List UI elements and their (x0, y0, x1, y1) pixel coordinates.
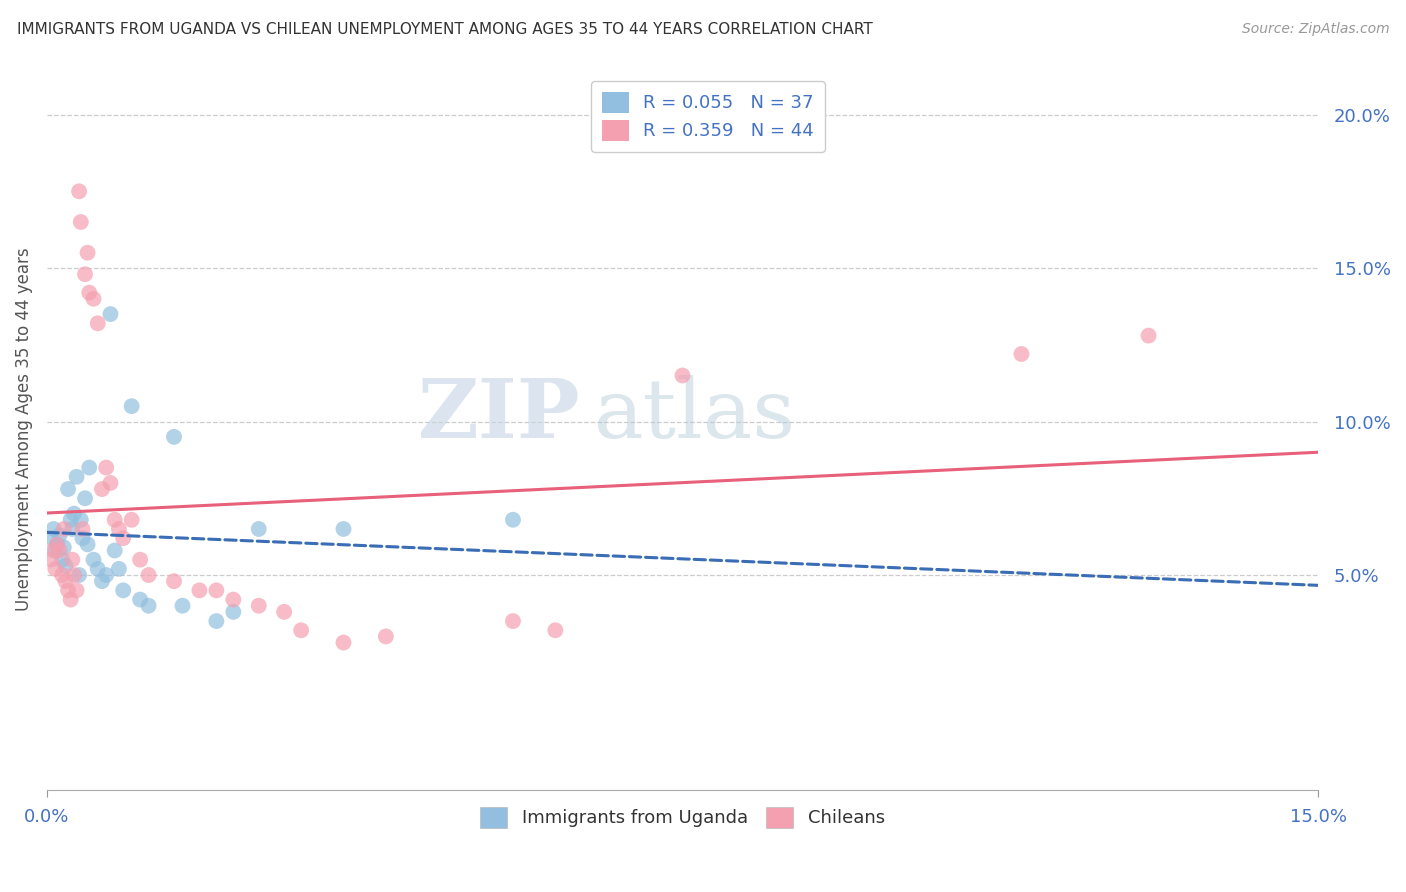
Point (63, 568, 86, 582)
Point (63, 507, 86, 521)
Point (121, 513, 143, 527)
Point (42, 522, 65, 536)
Point (72, 531, 94, 545)
Point (82, 292, 104, 306)
Text: atlas: atlas (593, 375, 796, 455)
Point (46, 537, 69, 551)
Text: ZIP: ZIP (418, 375, 581, 455)
Point (39, 531, 62, 545)
Point (96, 460, 118, 475)
Point (172, 599, 194, 613)
Point (44, 543, 66, 558)
Point (96, 568, 118, 582)
Point (87, 316, 110, 330)
Point (188, 583, 211, 598)
Point (104, 543, 127, 558)
Point (138, 568, 160, 582)
Point (73, 267, 96, 281)
Point (73, 491, 96, 506)
Point (100, 307, 122, 321)
Point (76, 245, 98, 260)
Point (42, 543, 65, 558)
Point (87, 562, 110, 576)
Point (55, 574, 77, 589)
Point (59, 592, 82, 607)
Point (332, 635, 354, 649)
Point (46, 537, 69, 551)
Point (112, 583, 135, 598)
Point (69, 513, 91, 527)
Point (67, 568, 90, 582)
Legend: Immigrants from Uganda, Chileans: Immigrants from Uganda, Chileans (472, 800, 891, 835)
Point (69, 215, 91, 229)
Point (290, 624, 312, 638)
Point (56, 583, 79, 598)
Point (104, 513, 127, 527)
Point (247, 599, 270, 613)
Point (65, 470, 87, 484)
Point (163, 430, 186, 444)
Point (60, 552, 83, 566)
Point (332, 522, 354, 536)
Point (52, 522, 75, 536)
Point (56, 482, 79, 496)
Point (205, 583, 228, 598)
Point (273, 605, 295, 619)
Point (48, 543, 70, 558)
Point (205, 614, 228, 628)
Point (60, 522, 83, 536)
Point (129, 592, 152, 607)
Point (108, 562, 131, 576)
Point (671, 368, 693, 383)
Point (374, 629, 396, 643)
Point (67, 184, 90, 198)
Point (59, 513, 82, 527)
Point (44, 562, 66, 576)
Point (502, 614, 524, 628)
Point (39, 552, 62, 566)
Point (91, 482, 114, 496)
Point (51, 568, 73, 582)
Point (55, 558, 77, 573)
Point (163, 574, 186, 589)
Point (222, 592, 245, 607)
Point (72, 522, 94, 536)
Point (91, 574, 114, 589)
Point (247, 522, 270, 536)
Point (52, 541, 75, 555)
Point (544, 624, 567, 638)
Point (1010, 347, 1032, 361)
Point (138, 599, 160, 613)
Text: Source: ZipAtlas.com: Source: ZipAtlas.com (1241, 22, 1389, 37)
Point (77, 460, 100, 475)
Point (48, 528, 70, 542)
Point (1137, 328, 1160, 343)
Point (77, 285, 100, 300)
Point (222, 605, 245, 619)
Point (65, 583, 87, 598)
Point (121, 399, 143, 413)
Point (100, 475, 122, 490)
Point (108, 522, 131, 536)
Point (129, 552, 152, 566)
Point (112, 531, 135, 545)
Y-axis label: Unemployment Among Ages 35 to 44 years: Unemployment Among Ages 35 to 44 years (15, 247, 32, 611)
Point (51, 552, 73, 566)
Point (502, 513, 524, 527)
Text: IMMIGRANTS FROM UGANDA VS CHILEAN UNEMPLOYMENT AMONG AGES 35 TO 44 YEARS CORRELA: IMMIGRANTS FROM UGANDA VS CHILEAN UNEMPL… (17, 22, 873, 37)
Point (82, 552, 104, 566)
Point (76, 537, 98, 551)
